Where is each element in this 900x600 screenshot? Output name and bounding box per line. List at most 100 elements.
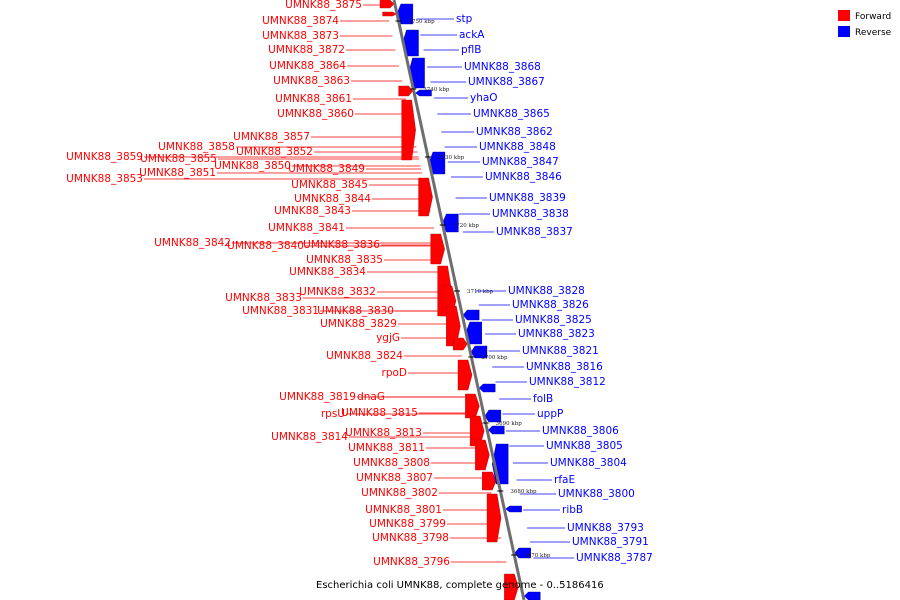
forward-gene-arrow [469,415,485,447]
reverse-gene-label: UMNK88_3846 [485,171,562,183]
forward-gene-label: UMNK88_3831 [242,305,319,317]
reverse-gene-label: rfaE [554,474,575,486]
reverse-gene-label: UMNK88_3838 [492,208,569,220]
kbp-tick-label: 3730 kbp [438,155,465,161]
forward-gene-label: UMNK88_3844 [294,193,371,205]
reverse-gene-label: UMNK88_3806 [542,425,619,437]
forward-gene-label: UMNK88_3824 [326,350,403,362]
reverse-gene-arrow [415,89,432,97]
reverse-gene-arrow [484,409,502,423]
reverse-labels: stp ackA pflB UMNK88_3868 UMNK88_3867 yhaO UMN… [416,13,653,564]
forward-labels: UMNK88_3875 UMNK88_3874 UMNK88_3873 UMNK88_… [66,0,507,568]
forward-gene-label: UMNK88_3850 [214,160,291,172]
forward-gene-label: UMNK88_3801 [365,504,442,516]
genome-title: Escherichia coli UMNK88, complete genome… [316,580,604,591]
reverse-gene-label: UMNK88_3823 [518,328,595,340]
forward-gene-label: UMNK88_3873 [262,30,339,42]
reverse-features [396,3,541,600]
forward-gene-label: UMNK88_3802 [361,487,438,499]
forward-gene-label: UMNK88_3859 [66,151,143,163]
forward-gene-label: UMNK88_3808 [353,457,430,469]
forward-gene-label: UMNK88_3845 [291,179,368,191]
reverse-gene-arrow [523,591,541,600]
forward-gene-label: UMNK88_3843 [274,205,351,217]
forward-gene-label: UMNK88_3814 [271,431,348,443]
kbp-tick-label: 3690 kbp [496,421,523,427]
forward-gene-label: UMNK88_3833 [225,292,302,304]
forward-gene-label: UMNK88_3864 [269,60,346,72]
kbp-tick-label: 3720 kbp [453,223,480,229]
forward-gene-arrow [482,471,497,491]
forward-gene-label: UMNK88_3799 [369,518,446,530]
forward-gene-label: UMNK88_3834 [289,266,366,278]
forward-gene-label: UMNK88_3832 [299,286,376,298]
forward-gene-label: UMNK88_3849 [288,163,365,175]
reverse-gene-label: UMNK88_3828 [508,285,585,297]
forward-gene-label: UMNK88_3811 [348,442,425,454]
forward-gene-label: ygjG [376,332,400,344]
forward-gene-label: UMNK88_3798 [372,532,449,544]
reverse-gene-label: UMNK88_3793 [567,522,644,534]
reverse-gene-label: pflB [461,44,481,56]
genome-backbone [392,0,526,600]
forward-gene-label: UMNK88_3863 [273,75,350,87]
forward-gene-arrow [453,337,468,351]
reverse-gene-label: UMNK88_3800 [558,488,635,500]
kbp-tick-label: 3670 kbp [524,553,551,559]
forward-gene-label: UMNK88_3857 [233,131,310,143]
reverse-gene-label: yhaO [470,92,498,104]
forward-gene-label: rpoD [382,367,408,379]
reverse-gene-arrow [514,547,531,559]
forward-gene-label: UMNK88_3796 [373,556,450,568]
forward-gene-label: UMNK88_3819 [279,391,356,403]
reverse-gene-arrow [462,309,480,321]
forward-gene-arrow [398,85,413,97]
reverse-gene-arrow [478,383,496,393]
kbp-ticks: 3750 kbp 3740 kbp 3730 kbp 3720 kbp 3710 kbp… [395,19,551,559]
forward-gene-label: UMNK88_3842 [154,237,231,249]
reverse-gene-arrow [505,505,522,513]
forward-gene-label: UMNK88_3840 [227,240,304,252]
forward-gene-label: UMNK88_3872 [268,44,345,56]
kbp-tick-label: 3680 kbp [510,489,537,495]
reverse-gene-label: uppP [537,408,563,420]
forward-gene-label: UMNK88_3875 [285,0,362,11]
reverse-gene-label: UMNK88_3865 [473,108,550,120]
kbp-tick-label: 3750 kbp [409,19,436,25]
forward-gene-label: rpsU [321,408,345,420]
forward-gene-label: UMNK88_3813 [345,427,422,439]
reverse-gene-label: UMNK88_3787 [576,552,653,564]
reverse-gene-label: UMNK88_3839 [489,192,566,204]
forward-gene-arrow [457,359,473,391]
kbp-tick-label: 3740 kbp [423,87,450,93]
forward-gene-arrow [475,439,490,471]
forward-gene-arrow [486,493,502,543]
reverse-gene-label: UMNK88_3847 [482,156,559,168]
reverse-gene-label: UMNK88_3816 [526,361,603,373]
forward-gene-label: UMNK88_3836 [303,239,380,251]
legend-forward-swatch [838,10,850,21]
reverse-gene-label: folB [533,393,553,405]
reverse-gene-label: UMNK88_3825 [515,314,592,326]
kbp-tick-label: 3710 kbp [467,289,494,295]
reverse-gene-arrow [470,345,488,359]
forward-gene-arrow [382,11,398,17]
legend-forward-label: Forward [855,12,891,22]
forward-gene-label: UMNK88_3855 [140,153,217,165]
reverse-gene-label: ribB [562,504,583,516]
forward-gene-label: UMNK88_3851 [139,167,216,179]
reverse-gene-label: UMNK88_3867 [468,76,545,88]
reverse-gene-label: UMNK88_3837 [496,226,573,238]
forward-gene-arrow [418,177,433,217]
legend-reverse-swatch [838,26,850,37]
forward-gene-label: UMNK88_3852 [236,146,313,158]
reverse-gene-label: ackA [459,29,485,41]
forward-gene-label: UMNK88_3861 [275,93,352,105]
forward-gene-label: UMNK88_3807 [356,472,433,484]
reverse-gene-label: UMNK88_3868 [464,61,541,73]
forward-gene-arrow [379,0,395,9]
forward-gene-arrow [401,99,416,161]
forward-gene-arrow [446,305,461,347]
reverse-gene-label: UMNK88_3805 [546,440,623,452]
